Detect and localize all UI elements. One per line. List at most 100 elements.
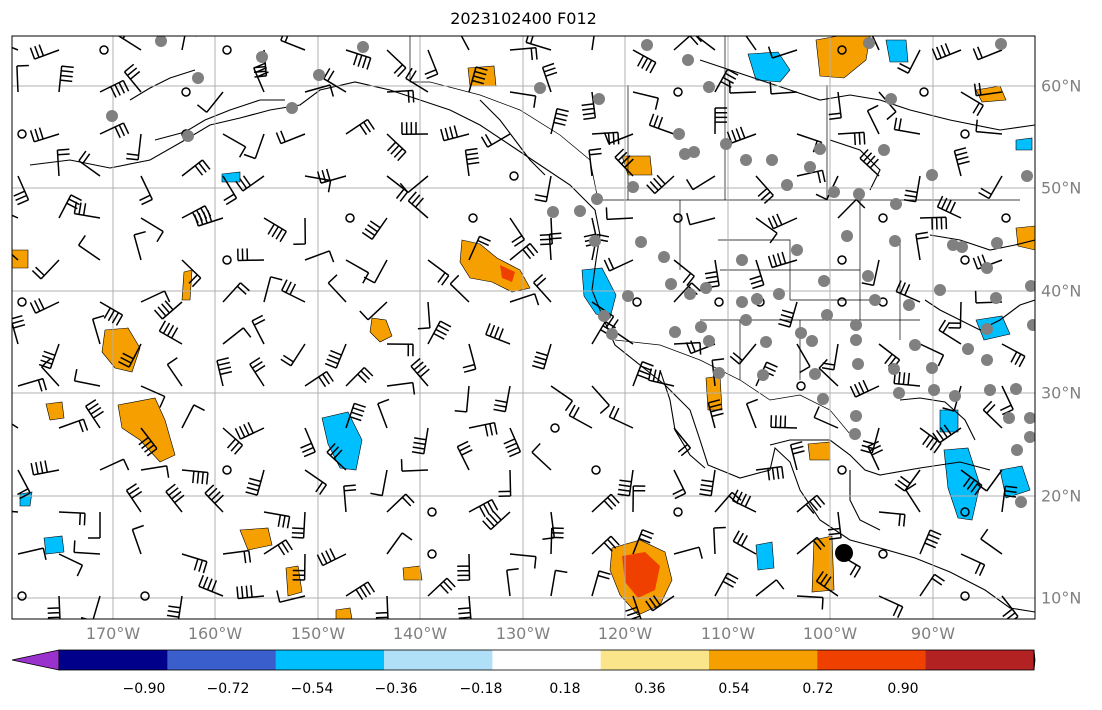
station-marker bbox=[821, 309, 833, 321]
wind-barb bbox=[632, 49, 657, 74]
calm-wind-circle bbox=[222, 255, 232, 265]
wind-barb bbox=[647, 368, 675, 387]
colorbar-cell bbox=[384, 650, 493, 670]
wind-barb bbox=[714, 572, 739, 597]
wind-barb bbox=[400, 459, 429, 472]
station-marker bbox=[1024, 412, 1035, 424]
wind-barb bbox=[632, 91, 660, 110]
station-marker bbox=[1010, 383, 1022, 395]
wind-barb bbox=[222, 327, 252, 345]
calm-wind-circle bbox=[878, 549, 888, 559]
wind-barb bbox=[648, 113, 675, 135]
wind-barb bbox=[972, 46, 1003, 61]
calm-wind-circle bbox=[509, 171, 519, 181]
wind-barb bbox=[468, 235, 491, 261]
gridlines bbox=[12, 36, 1035, 619]
station-marker bbox=[934, 284, 946, 296]
wind-barb bbox=[632, 360, 654, 387]
station-marker bbox=[828, 186, 840, 198]
colorbar-cell bbox=[817, 650, 927, 670]
wind-barb bbox=[539, 217, 553, 246]
wind-barb bbox=[938, 319, 962, 345]
wind-barb bbox=[919, 343, 945, 367]
wind-barb bbox=[755, 217, 778, 244]
wind-barb bbox=[568, 404, 593, 429]
wind-barb bbox=[468, 498, 499, 518]
wind-barb bbox=[13, 175, 30, 206]
wind-barb bbox=[29, 298, 60, 314]
wind-barb bbox=[506, 567, 519, 597]
wind-barb bbox=[410, 357, 430, 387]
wind-barb bbox=[118, 36, 142, 51]
calm-wind-circle bbox=[632, 297, 642, 307]
wind-barb bbox=[345, 366, 374, 387]
wind-barb bbox=[280, 36, 306, 51]
wind-barb bbox=[714, 107, 728, 135]
wind-barb bbox=[85, 399, 104, 429]
wind-barb bbox=[326, 442, 347, 471]
station-marker bbox=[1011, 444, 1023, 456]
calm-wind-circle bbox=[1001, 213, 1011, 223]
wind-barb bbox=[234, 421, 265, 440]
station-marker bbox=[669, 326, 681, 338]
wind-barb bbox=[932, 424, 962, 444]
wind-barb bbox=[281, 279, 306, 303]
wind-barb bbox=[166, 595, 183, 619]
station-marker bbox=[641, 39, 653, 51]
wind-barb bbox=[399, 175, 429, 194]
wind-barb bbox=[457, 553, 471, 581]
wind-barb bbox=[440, 125, 470, 142]
wind-barb bbox=[509, 217, 526, 247]
station-marker bbox=[949, 390, 961, 402]
station-marker bbox=[990, 292, 1002, 304]
wind-barb bbox=[895, 280, 921, 303]
station-marker bbox=[751, 293, 763, 305]
station-marker bbox=[627, 181, 639, 193]
station-marker bbox=[890, 198, 902, 210]
wind-barb bbox=[591, 385, 610, 414]
wind-barb bbox=[222, 549, 252, 564]
station-marker bbox=[760, 336, 772, 348]
calm-wind-circle bbox=[222, 45, 232, 55]
wind-barb bbox=[77, 234, 101, 261]
wind-barb bbox=[99, 301, 124, 326]
calm-wind-circle bbox=[17, 591, 27, 601]
wind-barb bbox=[632, 485, 646, 513]
wind-barb bbox=[58, 511, 86, 526]
wind-barb bbox=[948, 301, 962, 329]
calm-wind-circle bbox=[837, 297, 847, 307]
wind-barb bbox=[17, 469, 31, 500]
wind-barb bbox=[304, 469, 328, 496]
wind-barb bbox=[58, 553, 84, 577]
station-marker bbox=[598, 310, 610, 322]
wind-barb bbox=[770, 415, 798, 429]
wind-barb bbox=[140, 385, 166, 408]
colorbar-cell bbox=[275, 650, 385, 670]
wind-barb bbox=[591, 493, 620, 513]
wind-barb bbox=[386, 133, 407, 162]
wind-barb bbox=[931, 43, 962, 61]
wind-barb bbox=[936, 195, 962, 219]
wind-barb bbox=[370, 469, 388, 497]
station-marker bbox=[1024, 431, 1035, 443]
wind-barb bbox=[685, 175, 716, 191]
wind-barb bbox=[405, 67, 429, 93]
station-marker bbox=[740, 314, 752, 326]
wind-barb bbox=[158, 320, 183, 345]
wind-barb bbox=[818, 358, 839, 387]
lat-label-10n: 10°N bbox=[1041, 588, 1082, 608]
wind-barb bbox=[531, 343, 552, 370]
calm-wind-circle bbox=[99, 45, 109, 55]
wind-barb bbox=[40, 358, 60, 387]
wind-barb bbox=[859, 148, 880, 177]
wind-barb bbox=[704, 259, 720, 289]
lon-label-130w: 130°W bbox=[495, 624, 551, 643]
wind-barb bbox=[903, 175, 921, 203]
wind-barb bbox=[131, 524, 144, 555]
wind-barb bbox=[345, 118, 375, 136]
wind-barb bbox=[58, 418, 89, 433]
wind-barb bbox=[605, 207, 634, 221]
calm-wind-circle bbox=[919, 87, 929, 97]
colorbar-cell bbox=[709, 650, 818, 670]
wind-barb bbox=[216, 357, 233, 387]
